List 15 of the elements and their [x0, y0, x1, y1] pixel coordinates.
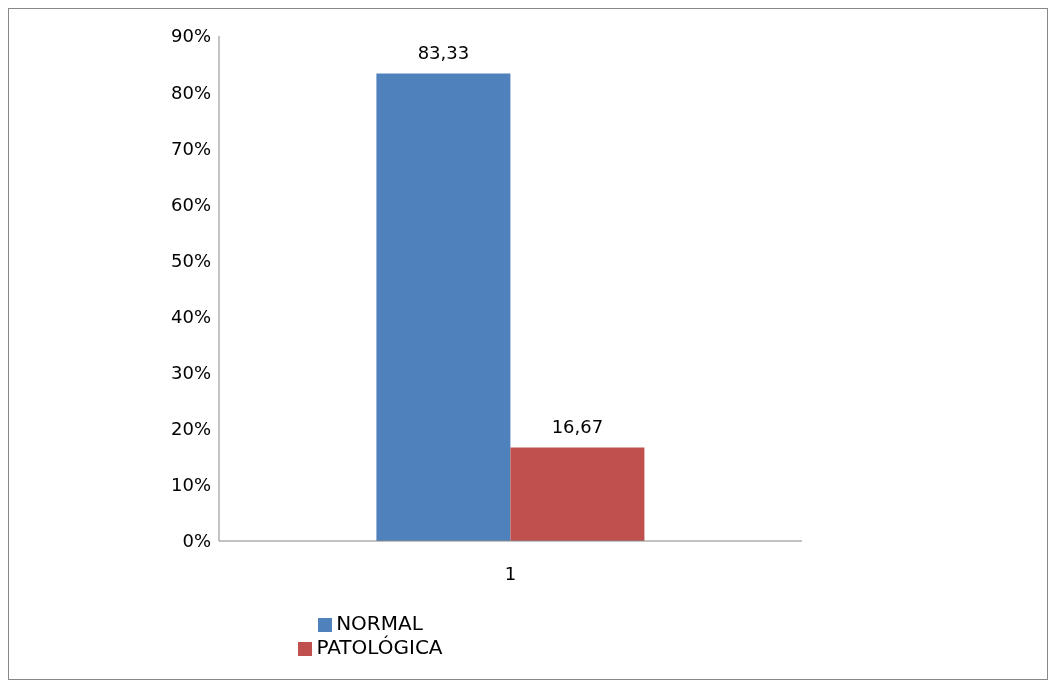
- y-tick-label: 50%: [170, 249, 211, 271]
- y-tick-label: 90%: [170, 25, 211, 47]
- x-tick-label: 1: [504, 562, 517, 584]
- y-tick-label: 60%: [170, 193, 211, 215]
- legend-label: PATOLÓGICA: [316, 635, 443, 659]
- y-tick-label: 40%: [170, 305, 211, 327]
- y-tick-label: 80%: [170, 81, 211, 103]
- y-tick-label: 30%: [170, 362, 211, 384]
- y-tick-label: 10%: [170, 474, 211, 496]
- y-tick-label: 20%: [170, 418, 211, 440]
- data-label: 83,33: [417, 42, 470, 64]
- legend-label: NORMAL: [336, 611, 423, 635]
- data-label: 16,67: [551, 416, 604, 438]
- y-tick-label: 0%: [182, 530, 211, 552]
- y-tick-label: 70%: [170, 137, 211, 159]
